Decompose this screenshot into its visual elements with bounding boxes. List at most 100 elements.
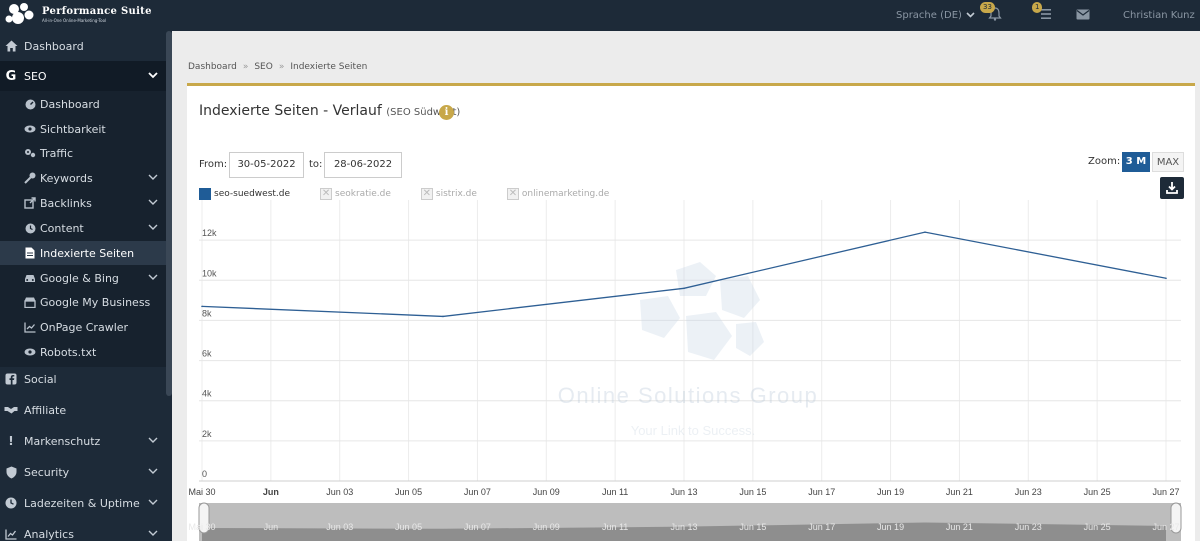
data-point xyxy=(924,231,926,233)
from-label: From: xyxy=(199,159,228,170)
home-icon xyxy=(4,39,18,53)
navigator-right-handle[interactable] xyxy=(1170,502,1182,534)
google-g-icon: G xyxy=(5,68,17,84)
watermark-tagline: Your Link to Success. xyxy=(631,423,756,438)
cogs-icon xyxy=(24,147,36,159)
legend-item[interactable]: seo-suedwest.de xyxy=(199,188,290,200)
sidebar-sub-traffic[interactable]: Traffic xyxy=(0,141,166,165)
chevron-down-icon xyxy=(148,173,158,184)
x-tick-label: Jun 21 xyxy=(946,487,973,497)
navigator-tick-label: Jun 19 xyxy=(877,522,904,532)
sidebar-sub-label: Google & Bing xyxy=(40,271,119,285)
x-tick-label: Jun xyxy=(263,487,279,497)
sidebar-sub-label: Robots.txt xyxy=(40,345,97,359)
x-tick-label: Jun 11 xyxy=(602,487,628,497)
messages-button[interactable] xyxy=(1076,0,1092,31)
sidebar-sub-keywords[interactable]: Keywords xyxy=(0,166,166,190)
legend-item[interactable]: ✕ onlinemarketing.de xyxy=(506,188,609,200)
legend-color-swatch xyxy=(199,188,211,200)
clock-icon xyxy=(4,496,18,510)
sidebar-item-ladezeiten[interactable]: Ladezeiten & Uptime xyxy=(0,492,166,514)
user-name: Christian Kunz xyxy=(1123,10,1195,21)
chevron-down-icon xyxy=(148,467,158,478)
sidebar-sub-content[interactable]: Content xyxy=(0,216,166,240)
sidebar-sub-google-bing[interactable]: Google & Bing xyxy=(0,266,166,290)
range-navigator[interactable]: Mai 30 Jun Jun 03 Jun 05 Jun 07 Jun 09 Jun 11 J… xyxy=(188,502,1182,541)
legend-item[interactable]: ✕ seokratie.de xyxy=(320,188,391,200)
sidebar-sub-robots-txt[interactable]: Robots.txt xyxy=(0,340,166,364)
to-label: to: xyxy=(309,159,323,170)
sidebar-sub-label: Keywords xyxy=(40,171,93,185)
x-tick-label: Jun 13 xyxy=(670,487,697,497)
sidebar-item-analytics[interactable]: Analytics xyxy=(0,523,166,541)
logo-mark-icon xyxy=(4,1,36,28)
to-date-input[interactable]: 28-06-2022 xyxy=(324,152,402,178)
sidebar-sub-indexierte-seiten[interactable]: Indexierte Seiten xyxy=(0,241,166,265)
sidebar-item-dashboard[interactable]: Dashboard xyxy=(0,31,166,61)
chevron-down-icon xyxy=(966,10,975,21)
breadcrumb-separator: » xyxy=(242,62,249,72)
zoom-3m-button[interactable]: 3 M xyxy=(1122,152,1150,172)
sidebar-item-social[interactable]: Social xyxy=(0,368,166,390)
key-icon xyxy=(24,172,36,184)
language-selector[interactable]: Sprache (DE) xyxy=(896,0,975,31)
from-date-input[interactable]: 30-05-2022 xyxy=(229,152,304,178)
sidebar-scrollbar[interactable] xyxy=(166,31,172,396)
breadcrumb-separator: » xyxy=(278,62,285,72)
x-tick-label: Jun 07 xyxy=(464,487,491,497)
sidebar-sub-dashboard[interactable]: Dashboard xyxy=(0,92,166,116)
x-tick-label: Jun 27 xyxy=(1152,487,1179,497)
tasks-button[interactable] xyxy=(1038,0,1056,31)
legend-disabled-icon: ✕ xyxy=(320,188,333,200)
navigator-tick-label: Jun 15 xyxy=(739,522,766,532)
info-icon[interactable]: i xyxy=(439,105,454,120)
breadcrumb-link-seo[interactable]: SEO xyxy=(254,62,273,72)
sidebar-sub-backlinks[interactable]: Backlinks xyxy=(0,191,166,215)
tasks-badge: 1 xyxy=(1032,2,1043,13)
app-logo[interactable]: Performance Suite All-in-One Online-Mark… xyxy=(4,1,152,28)
envelope-icon xyxy=(1076,9,1090,23)
chart-icon xyxy=(4,527,18,541)
data-point xyxy=(442,315,444,318)
navigator-left-handle[interactable] xyxy=(198,502,210,534)
sidebar-sub-onpage-crawler[interactable]: OnPage Crawler xyxy=(0,315,166,339)
sidebar-item-markenschutz[interactable]: ! Markenschutz xyxy=(0,430,166,452)
sidebar-sub-sichtbarkeit[interactable]: Sichtbarkeit xyxy=(0,117,166,141)
y-tick-label: 10k xyxy=(202,268,217,278)
navigator-tick-label: Jun 27 xyxy=(1152,522,1179,532)
navigator-tick-label: Mai 30 xyxy=(188,522,215,532)
sidebar-sub-label: Dashboard xyxy=(40,97,100,111)
navigator-tick-label: Jun 13 xyxy=(670,522,697,532)
sidebar-item-affiliate[interactable]: Affiliate xyxy=(0,399,166,421)
navigator-tick-label: Jun xyxy=(264,522,279,532)
language-label: Sprache (DE) xyxy=(896,10,962,21)
sidebar-item-label: Social xyxy=(24,372,57,386)
card-subtitle: (SEO Südwest) xyxy=(386,107,461,118)
y-tick-label: 2k xyxy=(202,429,212,439)
legend-item[interactable]: ✕ sistrix.de xyxy=(420,188,477,200)
breadcrumb: Dashboard » SEO » Indexierte Seiten xyxy=(188,62,367,72)
download-button[interactable] xyxy=(1160,177,1184,199)
sidebar-sub-google-my-business[interactable]: Google My Business xyxy=(0,290,166,314)
navigator-series-area xyxy=(202,522,1166,541)
navigator-tick-label: Jun 25 xyxy=(1084,522,1111,532)
navigator-tick-label: Jun 07 xyxy=(464,522,491,532)
user-menu[interactable]: Christian Kunz xyxy=(1123,0,1195,31)
top-bar: Performance Suite All-in-One Online-Mark… xyxy=(0,0,1200,31)
eye-icon xyxy=(24,123,36,135)
y-tick-label: 0 xyxy=(202,469,207,479)
x-tick-label: Jun 17 xyxy=(808,487,835,497)
zoom-max-button[interactable]: MAX xyxy=(1152,152,1184,172)
file-icon xyxy=(24,247,36,259)
download-icon xyxy=(1166,182,1178,194)
exclamation-icon: ! xyxy=(8,434,14,448)
navigator-tick-label: Jun 05 xyxy=(395,522,422,532)
card-title-text: Indexierte Seiten - Verlauf xyxy=(199,103,382,119)
shield-icon xyxy=(4,465,18,479)
sidebar-item-security[interactable]: Security xyxy=(0,461,166,483)
sidebar-sub-label: OnPage Crawler xyxy=(40,320,129,334)
sidebar-sub-label: Google My Business xyxy=(40,295,151,309)
sidebar-item-seo[interactable]: G SEO xyxy=(0,61,166,91)
breadcrumb-link-dashboard[interactable]: Dashboard xyxy=(188,62,237,72)
